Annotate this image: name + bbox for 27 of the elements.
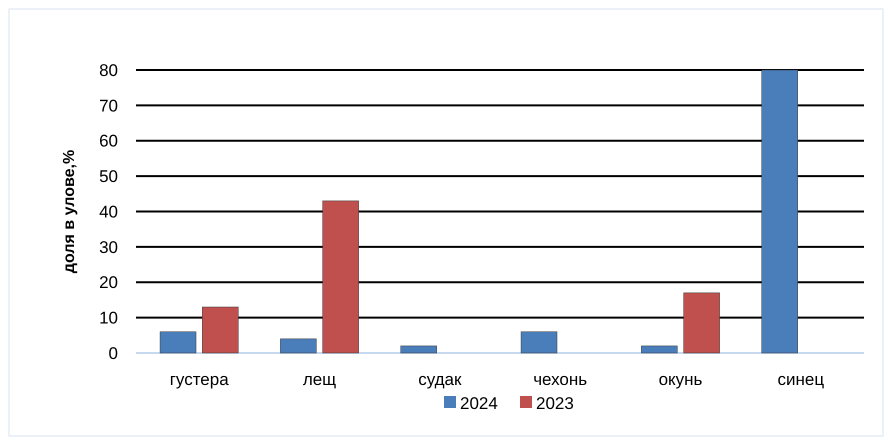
x-tick-label: судак xyxy=(418,370,462,389)
y-tick-label: 60 xyxy=(99,132,118,151)
x-tick-label: чехонь xyxy=(533,370,588,389)
y-axis-title: доля в улове,% xyxy=(61,150,78,274)
bar xyxy=(641,346,678,354)
y-tick-label: 50 xyxy=(99,167,118,186)
bar xyxy=(202,306,239,354)
x-tick-label: синец xyxy=(778,370,824,389)
x-tick-label: лещ xyxy=(302,370,336,389)
y-tick-label: 40 xyxy=(99,202,118,222)
x-tick-label: густера xyxy=(170,370,230,389)
y-tick-label: 10 xyxy=(99,308,118,328)
bar xyxy=(160,332,196,354)
bar xyxy=(520,332,558,354)
legend-label: 2023 xyxy=(536,394,574,413)
bar xyxy=(683,292,720,354)
y-tick-label: 80 xyxy=(99,60,118,80)
bar xyxy=(400,346,437,354)
legend-label: 2024 xyxy=(460,394,498,413)
bar xyxy=(322,200,359,354)
bar xyxy=(761,70,798,354)
y-tick-label: 20 xyxy=(99,273,118,292)
y-tick-label: 70 xyxy=(99,96,118,116)
x-tick-label: окунь xyxy=(658,370,703,389)
y-tick-label: 30 xyxy=(99,238,118,257)
y-tick-label: 0 xyxy=(108,344,118,363)
bar xyxy=(280,338,317,354)
